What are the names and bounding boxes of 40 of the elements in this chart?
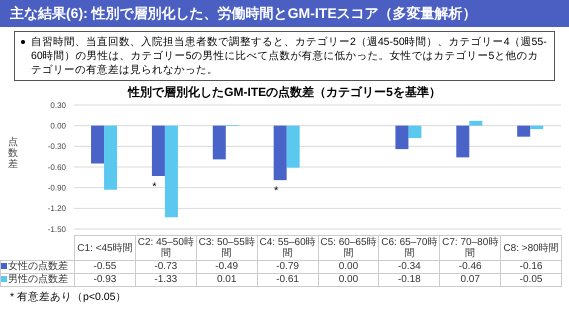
x-tick-label: C4: 55–60時間 <box>257 236 318 260</box>
data-label: -1.33 <box>135 274 196 286</box>
data-label: -0.73 <box>135 260 196 274</box>
data-label: -0.93 <box>74 274 136 286</box>
chart-title: 性別で層別化したGM-ITEの点数差（カテゴリー5を基準） <box>126 84 442 101</box>
y-axis-title: 点数差 <box>8 137 19 170</box>
y-tick-label: -0.30 <box>48 142 67 152</box>
y-tick-label: -0.60 <box>48 162 67 172</box>
data-label: 0.01 <box>196 274 258 286</box>
x-tick-label: C5: 60–65時間 <box>318 236 379 260</box>
legend-label: 女性の点数差 <box>0 260 74 274</box>
annotation: * <box>274 185 279 198</box>
legend-label: 男性の点数差 <box>0 274 74 286</box>
y-tick-label: -1.50 <box>48 224 67 234</box>
x-tick-label: C8: >80時間 <box>500 236 562 260</box>
data-label: -0.18 <box>378 274 440 286</box>
y-tick-label: 0.30 <box>50 100 67 110</box>
chart-subtitle: 主な結果(6): 性別で層別化した、労働時間とGM-ITEスコア（多変量解析） <box>0 0 569 27</box>
text: * 有意差あり（p<0.05） <box>10 290 128 304</box>
x-tick-label: C1: <45時間 <box>74 236 136 260</box>
text: 自習時間、当直回数、入院担当患者数で調整すると、カテゴリー2（週45-50時間）、カテゴリー4（週55-60時間）の男性は、カテゴリー5の男性に比べて点数が有意に低かった。女性ではカテゴリー5と他のカテゴリーの有意差は見られなかった。 <box>14 31 555 81</box>
data-label: -0.05 <box>500 274 562 286</box>
y-tick-label: 0.00 <box>50 122 67 131</box>
data-label: -0.16 <box>500 260 562 274</box>
data-label: 0.00 <box>318 274 379 286</box>
data-label: -0.79 <box>257 260 318 274</box>
annotation: * <box>152 180 158 193</box>
data-label: -0.55 <box>74 260 136 274</box>
data-label: -0.61 <box>257 274 318 286</box>
data-label: -0.46 <box>440 260 501 274</box>
x-tick-label: C7: 70–80時間 <box>440 236 501 260</box>
x-tick-label: C2: 45–50時間 <box>135 236 196 260</box>
x-tick-label: C3: 50–55時間 <box>196 236 258 260</box>
y-tick-label: -0.90 <box>48 184 67 193</box>
data-label: 0.07 <box>440 274 501 286</box>
y-tick-label: -1.20 <box>48 204 67 214</box>
data-label: 0.00 <box>318 260 379 274</box>
data-label: -0.34 <box>378 260 440 274</box>
x-tick-label: C6: 65–70時間 <box>378 236 440 260</box>
data-label: -0.49 <box>196 260 258 274</box>
